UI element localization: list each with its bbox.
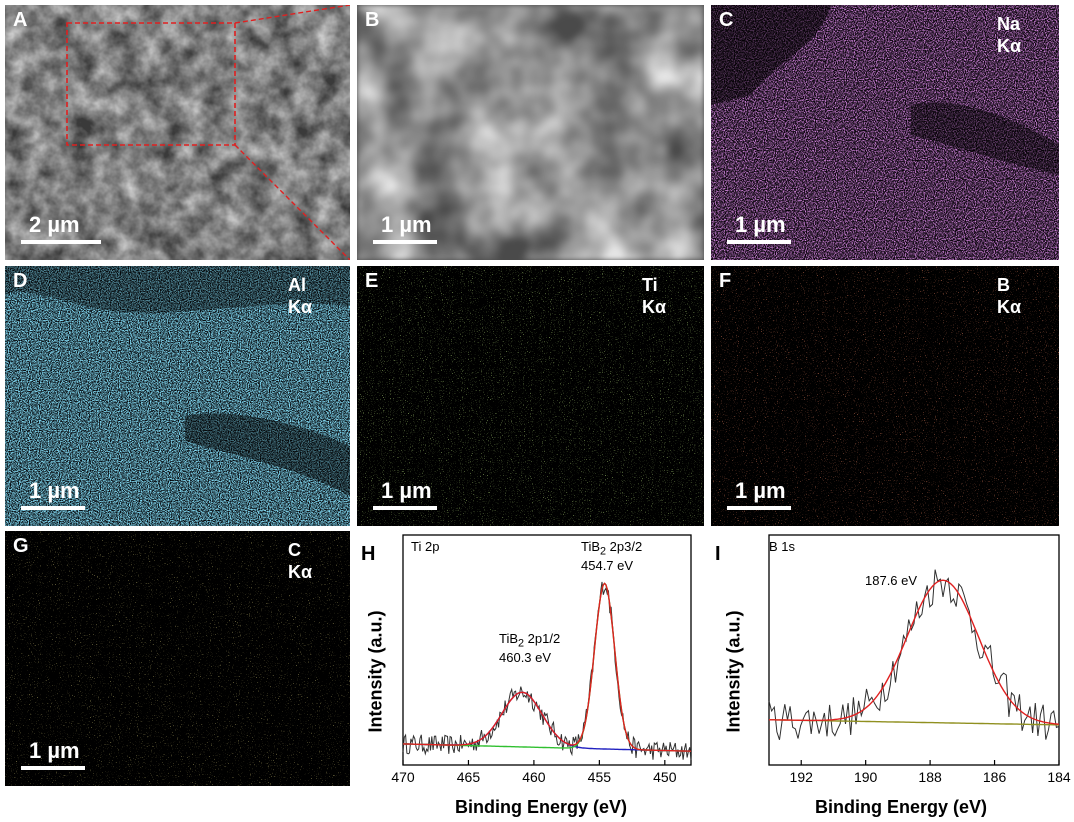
plot-frame (402, 534, 692, 766)
panel-c-map: C Na Kα 1 µm (711, 5, 1059, 260)
panel-letter-g: G (13, 535, 29, 557)
emission-line: Kα (997, 297, 1022, 317)
panel-letter-b: B (365, 9, 380, 31)
peak-value: 460.3 eV (499, 649, 552, 665)
panel-letter-h: H (361, 543, 376, 565)
scale-bar-label: 1 µm (29, 738, 80, 763)
scale-bar-f: 1 µm (727, 480, 837, 510)
scale-bar-label: 2 µm (29, 212, 80, 237)
element-symbol: Ti (642, 275, 658, 295)
panel-g-map: G C Kα 1 µm (5, 531, 350, 786)
element-symbol: C (288, 540, 301, 560)
panel-i-xps-b1s: I B 1s 187.6 eV Intensity (a.u.) Binding… (711, 531, 1074, 822)
scale-bar-label: 1 µm (381, 212, 432, 237)
element-label-ti: Ti Kα (642, 274, 682, 318)
panel-e-map: E Ti Kα 1 µm (357, 266, 704, 526)
scale-bar-c: 1 µm (727, 214, 837, 244)
x-tick-label: 455 (587, 769, 612, 785)
raw-spectrum-line (402, 581, 692, 761)
scale-bar-label: 1 µm (735, 212, 786, 237)
panel-letter-d: D (13, 270, 28, 292)
x-axis-label-h: Binding Energy (eV) (455, 797, 628, 817)
panel-letter-e: E (365, 270, 379, 292)
element-label-c: C Kα (288, 539, 328, 583)
peak-name-subscript: 2 (518, 637, 525, 650)
xps-chart-ti2p (402, 534, 692, 766)
x-tick-label: 186 (982, 769, 1007, 785)
y-axis-label-h: Intensity (a.u.) (365, 610, 386, 733)
eds-map-al (5, 266, 350, 526)
panel-letter-c: C (719, 9, 734, 31)
scale-bar-d: 1 µm (21, 480, 131, 510)
x-tick-label: 188 (918, 769, 942, 785)
envelope-fit-line (403, 582, 691, 752)
peak-annotation-2p3-2: TiB2 2p3/2 454.7 eV (581, 539, 642, 573)
scale-bar-g: 1 µm (21, 740, 131, 770)
panel-d-map: D Al Kα 1 µm (5, 266, 350, 526)
x-tick-label: 460 (522, 769, 546, 785)
x-tick-label: 465 (456, 769, 481, 785)
component-fit-line (403, 582, 691, 752)
y-axis-label-i: Intensity (a.u.) (723, 610, 744, 733)
envelope-fit-line (769, 579, 1060, 725)
zoom-box (66, 22, 236, 146)
panel-a-sem: A 2 µm (5, 5, 350, 260)
x-tick-label: 470 (391, 769, 415, 785)
scale-bar-a: 2 µm (21, 214, 151, 244)
scale-bar-line (21, 240, 101, 244)
scale-bar-label: 1 µm (29, 478, 80, 503)
scale-bar-b: 1 µm (373, 214, 483, 244)
eds-map-b (711, 266, 1059, 526)
element-label-na: Na Kα (997, 13, 1037, 57)
emission-line: Kα (997, 36, 1022, 56)
sem-image-a (5, 5, 350, 260)
peak-value: 454.7 eV (581, 557, 634, 573)
peak-name-rest: 2p1/2 (524, 631, 561, 646)
element-symbol: Na (997, 14, 1021, 34)
scale-bar-line (373, 506, 437, 510)
scale-bar-line (373, 240, 437, 244)
panel-letter-i: I (715, 543, 721, 565)
panel-letter-a: A (13, 9, 28, 31)
scale-bar-line (21, 766, 85, 770)
x-tick-label: 192 (789, 769, 813, 785)
panel-b-sem: B 1 µm (357, 5, 704, 260)
x-tick-label: 190 (853, 769, 878, 785)
eds-map-c (5, 531, 350, 786)
element-symbol: B (997, 275, 1010, 295)
peak-annotation-2p1-2: TiB2 2p1/2 460.3 eV (499, 631, 560, 665)
scale-bar-label: 1 µm (735, 478, 786, 503)
scale-bar-label: 1 µm (381, 478, 432, 503)
peak-name: TiB (499, 631, 519, 646)
emission-line: Kα (642, 297, 667, 317)
xps-chart-b1s (768, 534, 1060, 766)
scale-bar-line (21, 506, 85, 510)
emission-line: Kα (288, 562, 313, 582)
peak-name: TiB (581, 539, 601, 554)
panel-f-map: F B Kα 1 µm (711, 266, 1059, 526)
peak-annotation-b1s: 187.6 eV (865, 573, 918, 588)
raw-spectrum-line (768, 569, 1060, 740)
x-axis-label-i: Binding Energy (eV) (815, 797, 988, 817)
panel-letter-f: F (719, 270, 732, 292)
spectrum-label-b1s: B 1s (769, 539, 796, 554)
scale-bar-line (727, 506, 791, 510)
peak-name-subscript: 2 (600, 545, 607, 558)
element-label-b: B Kα (997, 274, 1037, 318)
scale-bar-e: 1 µm (373, 480, 483, 510)
x-tick-label: 450 (653, 769, 677, 785)
plot-frame (768, 534, 1060, 766)
scale-bar-line (727, 240, 791, 244)
emission-line: Kα (288, 297, 313, 317)
element-symbol: Al (288, 275, 306, 295)
element-label-al: Al Kα (288, 274, 328, 318)
panel-h-xps-ti2p: H Ti 2p TiB2 2p3/2 454.7 eV TiB2 2p1/2 4… (357, 531, 704, 822)
eds-map-ti (357, 266, 704, 526)
peak-name-rest: 2p3/2 (606, 539, 643, 554)
spectrum-label-ti2p: Ti 2p (411, 539, 440, 554)
sem-image-b (357, 5, 704, 260)
eds-map-na (711, 5, 1059, 260)
x-tick-label: 184 (1047, 769, 1071, 785)
